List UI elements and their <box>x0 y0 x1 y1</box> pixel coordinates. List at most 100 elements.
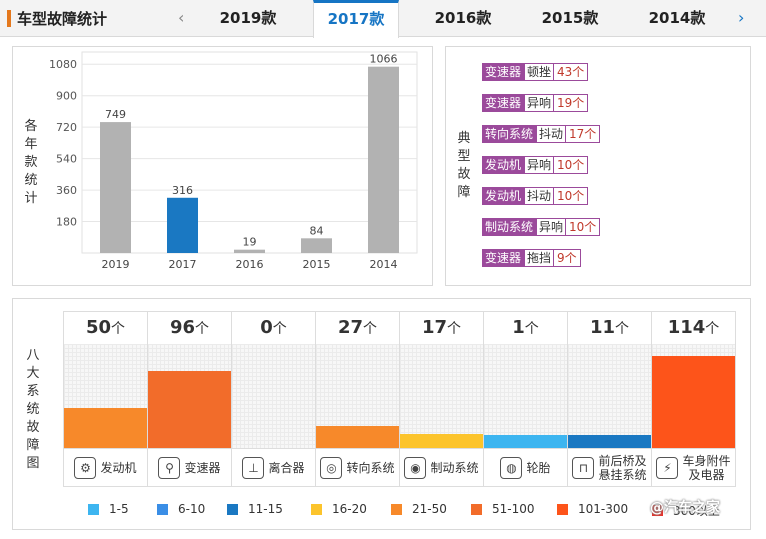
suspension-icon: ⊓ <box>572 456 595 479</box>
legend-item: 21-50 <box>391 502 447 516</box>
data-label-2014: 1066 <box>370 53 398 66</box>
fault-symptom: 抖动 <box>536 125 567 143</box>
tab-2014[interactable]: 2014款 <box>648 9 706 27</box>
legend-label: 101-300 <box>578 502 629 516</box>
system-count: 1个 <box>484 311 568 344</box>
fault-count: 17个 <box>566 125 601 143</box>
system-bar <box>64 407 147 448</box>
systems-label: 八大系统故障图 <box>26 348 40 471</box>
legend-label: 11-15 <box>248 502 283 516</box>
x-tick-label-2015: 2015 <box>303 258 331 271</box>
bar-2019 <box>100 122 131 253</box>
watermark: @汽车之家 <box>650 500 720 516</box>
legend-label: 51-100 <box>492 502 535 516</box>
system-name: 离合器 <box>268 460 305 475</box>
system-count: 17个 <box>400 311 484 344</box>
system-count-value: 27 <box>337 317 364 338</box>
legend-item: 51-100 <box>471 502 535 516</box>
system-count-value: 11 <box>589 317 616 338</box>
fault-count: 9个 <box>554 249 581 267</box>
tab-2019[interactable]: 2019款 <box>219 9 277 27</box>
system-bar-area <box>148 344 232 448</box>
system-bar <box>568 435 651 448</box>
legend-item: 16-20 <box>311 502 367 516</box>
prev-arrow-icon[interactable]: ‹ <box>178 8 185 27</box>
data-label-2017: 316 <box>172 184 193 197</box>
system-count: 50个 <box>64 311 148 344</box>
system-count-unit: 个 <box>195 321 210 337</box>
system-bar-area <box>232 344 316 448</box>
bar-2014 <box>368 66 399 254</box>
system-bar <box>316 426 399 448</box>
fault-symptom: 拖挡 <box>524 249 555 267</box>
tab-2015[interactable]: 2015款 <box>541 9 599 27</box>
brake-icon: ◉ <box>404 456 427 479</box>
y-tick-label: 540 <box>56 153 77 166</box>
system-count-unit: 个 <box>705 321 720 337</box>
system-count: 96个 <box>148 311 232 344</box>
system-bar-area <box>64 344 148 448</box>
fault-system: 发动机 <box>482 187 525 205</box>
system-name: 转向系统 <box>346 460 395 475</box>
tab-2016[interactable]: 2016款 <box>434 9 492 27</box>
legend-swatch <box>471 503 482 515</box>
data-label-2016: 19 <box>243 236 257 249</box>
tire-icon: ◍ <box>500 456 523 479</box>
system-count-value: 96 <box>169 317 196 338</box>
legend-label: 21-50 <box>412 502 447 516</box>
system-bar-area <box>568 344 652 448</box>
chart-ylabel: 各年款统计 <box>24 119 38 206</box>
legend-swatch <box>652 505 663 516</box>
system-name: 发动机 <box>100 460 137 475</box>
tab-2017[interactable]: 2017款 <box>313 0 399 38</box>
y-tick-label: 720 <box>56 121 77 134</box>
fault-item: 发动机 抖动 10个 <box>482 187 589 205</box>
system-count-value: 17 <box>421 317 448 338</box>
fault-system: 变速器 <box>482 63 525 81</box>
systems-left-border <box>63 311 64 486</box>
system-count: 11个 <box>568 311 652 344</box>
legend-label: 300以上 <box>673 504 720 518</box>
system-count-unit: 个 <box>447 321 462 337</box>
fault-item: 变速器 异响 19个 <box>482 94 589 112</box>
fault-count: 43个 <box>554 63 589 81</box>
system-count-value: 1 <box>512 317 525 338</box>
system-name: 前后桥及 悬挂系统 <box>598 453 647 482</box>
legend-item: 6-10 <box>157 502 205 516</box>
fault-item: 发动机 异响 10个 <box>482 156 589 174</box>
fault-system: 转向系统 <box>482 125 537 143</box>
battery-icon: ⚡ <box>656 456 679 479</box>
engine-icon: ⚙ <box>74 456 97 479</box>
fault-item: 变速器 顿挫 43个 <box>482 63 589 81</box>
header-bar: 车型故障统计 ‹ 2019款 2017款 2016款 2015款 2014款 › <box>0 0 766 38</box>
title-accent <box>7 10 11 27</box>
legend-swatch <box>88 503 99 515</box>
fault-symptom: 抖动 <box>524 187 555 205</box>
page-title: 车型故障统计 <box>17 10 108 28</box>
system-bar-area <box>316 344 400 448</box>
typical-faults-panel <box>445 46 751 286</box>
system-label: ◎ 转向系统 <box>316 448 400 486</box>
system-name: 制动系统 <box>430 460 479 475</box>
system-bar <box>484 435 567 448</box>
steering-wheel-icon: ◎ <box>320 456 343 479</box>
fault-symptom: 异响 <box>536 218 567 236</box>
x-tick-label-2019: 2019 <box>102 258 130 271</box>
system-bar <box>652 356 735 448</box>
x-tick-label-2016: 2016 <box>236 258 264 271</box>
system-label: ⊓ 前后桥及 悬挂系统 <box>568 448 652 486</box>
legend-item: 101-300 <box>557 502 628 516</box>
fault-symptom: 顿挫 <box>524 63 555 81</box>
bar-2015 <box>301 238 332 253</box>
fault-count: 10个 <box>566 218 601 236</box>
legend-item: 11-15 <box>227 502 283 516</box>
systems-bottom-border <box>63 486 736 487</box>
fault-system: 发动机 <box>482 156 525 174</box>
data-label-2015: 84 <box>310 224 324 237</box>
next-arrow-icon[interactable]: › <box>738 8 745 27</box>
data-label-2019: 749 <box>105 108 126 121</box>
system-count-value: 50 <box>85 317 112 338</box>
x-tick-label-2017: 2017 <box>169 258 197 271</box>
legend-swatch <box>391 503 402 515</box>
system-bar <box>400 434 483 448</box>
